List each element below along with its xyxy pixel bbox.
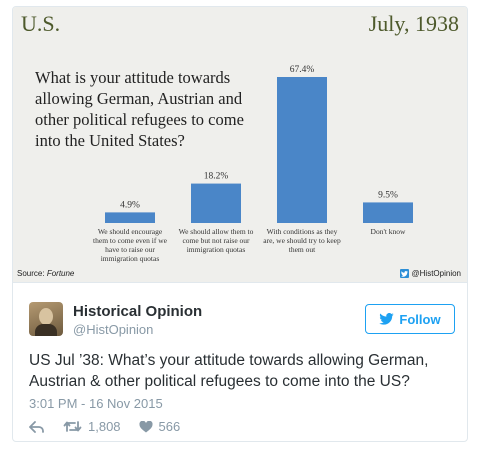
category-label: Don't know xyxy=(340,227,436,236)
category-label: With conditions as they are, we should tr… xyxy=(254,227,350,254)
bar xyxy=(191,183,241,223)
bar xyxy=(105,212,155,223)
bar xyxy=(277,77,327,223)
category-label-line: With conditions as they xyxy=(266,227,338,236)
question-line: What is your attitude towards xyxy=(35,68,231,87)
tweet-timestamp[interactable]: 3:01 PM - 16 Nov 2015 xyxy=(29,396,163,411)
author-screen-name[interactable]: @HistOpinion xyxy=(73,322,154,337)
tweet-actions: 1,808 566 xyxy=(29,419,198,434)
reply-action[interactable] xyxy=(29,420,45,433)
category-label-line: We should allow them to xyxy=(178,227,254,236)
tweet-card: U.S. July, 1938 What is your attitude to… xyxy=(12,6,468,442)
retweet-count: 1,808 xyxy=(88,419,121,434)
twitter-bird-icon xyxy=(399,269,409,278)
like-count: 566 xyxy=(158,419,181,434)
question-line: other political refugees to come xyxy=(35,110,244,129)
category-label-line: We should encourage xyxy=(97,227,163,236)
bar-chart: 4.9% 18.2% 67.4% 9.5% xyxy=(105,65,413,223)
chart-question: What is your attitude towards allowing G… xyxy=(35,67,265,151)
data-label: 18.2% xyxy=(204,172,229,182)
category-label-line: have to raise our xyxy=(105,245,155,254)
data-label: 67.4% xyxy=(290,65,315,75)
chart-source: Source: Fortune xyxy=(17,269,74,278)
category-label-line: come but not raise our xyxy=(182,236,250,245)
tweet-body: Historical Opinion @HistOpinion Follow U… xyxy=(13,284,467,441)
bar xyxy=(363,202,413,223)
retweet-action[interactable]: 1,808 xyxy=(63,419,121,434)
follow-button[interactable]: Follow xyxy=(365,304,455,334)
data-label: 9.5% xyxy=(378,190,398,200)
heart-icon xyxy=(139,420,153,432)
avatar-body xyxy=(35,324,57,336)
category-label-line: are, we should try to keep xyxy=(263,236,341,245)
chart-handle-tag: @HistOpinion xyxy=(399,269,461,278)
chart-region: U.S. xyxy=(21,11,61,36)
category-label: We should allow them to come but not rais… xyxy=(168,227,264,254)
category-label-line: them out xyxy=(288,245,316,254)
author-name[interactable]: Historical Opinion xyxy=(73,303,203,320)
category-label-line: immigration quotas xyxy=(100,254,160,263)
follow-label: Follow xyxy=(399,311,441,327)
source-label: Source: xyxy=(17,269,45,278)
category-label-line: them to come even if we xyxy=(93,236,167,245)
source-name: Fortune xyxy=(46,269,75,278)
avatar[interactable] xyxy=(29,302,63,336)
handle-tag-text: @HistOpinion xyxy=(411,269,461,278)
category-label: We should encourage them to come even if … xyxy=(82,227,178,263)
avatar-face xyxy=(39,308,53,325)
category-label-line: Don't know xyxy=(370,227,406,236)
chart-image[interactable]: U.S. July, 1938 What is your attitude to… xyxy=(13,7,467,283)
category-label-line: immigration quotas xyxy=(186,245,246,254)
data-label: 4.9% xyxy=(120,200,140,210)
reply-icon xyxy=(29,420,44,433)
twitter-bird-icon xyxy=(379,313,395,325)
question-line: into the United States? xyxy=(35,131,185,150)
question-line: allowing German, Austrian and xyxy=(35,89,243,108)
like-action[interactable]: 566 xyxy=(139,419,181,434)
tweet-text: US Jul ’38: What’s your attitude towards… xyxy=(29,352,429,390)
chart-date: July, 1938 xyxy=(368,11,459,36)
retweet-icon xyxy=(63,421,82,432)
